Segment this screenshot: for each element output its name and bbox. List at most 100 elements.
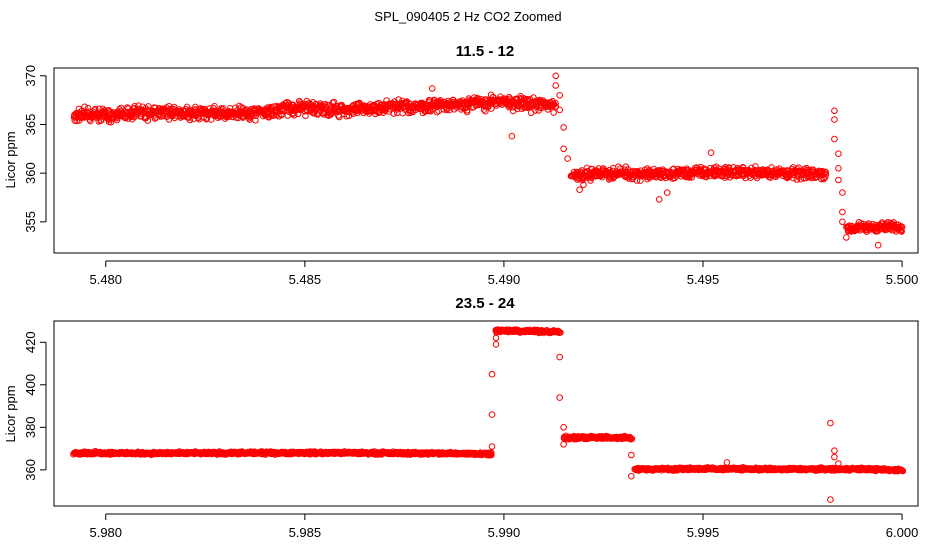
data-points-bottom: [70, 326, 907, 503]
data-point: [354, 109, 361, 117]
data-point: [552, 103, 560, 110]
outlier-point: [835, 165, 842, 172]
data-point: [587, 177, 594, 184]
outlier-point: [827, 419, 834, 427]
outlier-point: [428, 85, 436, 92]
x-tick-label: 5.485: [289, 272, 322, 287]
y-axis-label-bottom: Licor ppm: [3, 385, 18, 442]
outlier-point: [560, 441, 567, 448]
outlier-point: [508, 132, 516, 140]
outlier-point: [839, 189, 846, 196]
data-point: [345, 112, 353, 119]
data-point: [488, 105, 495, 112]
data-point: [898, 223, 906, 231]
outlier-point: [488, 411, 496, 418]
outlier-point: [831, 135, 838, 143]
outlier-point: [831, 453, 838, 461]
outlier-point: [839, 218, 846, 226]
data-point: [621, 166, 629, 174]
outlier-point: [831, 107, 838, 115]
y-tick-label: 360: [23, 459, 38, 481]
y-tick-label: 370: [23, 65, 38, 87]
data-point: [557, 329, 564, 336]
data-point: [488, 449, 495, 457]
outlier-point: [580, 181, 587, 189]
outlier-point: [835, 150, 842, 157]
outlier-point: [552, 72, 560, 80]
data-point: [897, 223, 905, 230]
data-point: [203, 115, 211, 122]
series-segment-top-1: [70, 91, 560, 126]
data-point: [633, 177, 641, 184]
outlier-points-top: [428, 72, 882, 249]
outlier-point: [663, 189, 671, 196]
figure-title: SPL_090405 2 Hz CO2 Zoomed: [374, 9, 561, 24]
y-tick-label: 380: [23, 416, 38, 438]
plot-frame-top: [53, 67, 919, 254]
data-point: [532, 107, 539, 114]
data-point: [278, 110, 286, 118]
outlier-point: [488, 443, 496, 450]
data-point: [252, 117, 259, 124]
data-point: [822, 171, 830, 178]
outlier-point: [556, 92, 564, 99]
series-segment-top-2: [567, 163, 830, 184]
y-tick-label: 360: [23, 162, 38, 184]
data-point: [394, 100, 402, 108]
outlier-point: [843, 234, 850, 241]
outlier-point: [556, 106, 564, 114]
outlier-point: [560, 145, 567, 153]
outlier-point: [874, 241, 882, 249]
series-segment-bottom-1: [70, 447, 495, 459]
outlier-point: [576, 186, 583, 193]
y-tick-label: 365: [23, 114, 38, 136]
axes-bottom: 5.980 5.985 5.990 5.995 6.000 360 380 400 420: [23, 320, 919, 540]
series-segment-bottom-4: [631, 464, 907, 475]
outlier-point: [723, 459, 731, 466]
outlier-points-bottom: [488, 334, 842, 503]
y-axis-label-top: Licor ppm: [3, 131, 18, 188]
outlier-point: [552, 82, 560, 89]
data-point: [615, 163, 622, 170]
x-tick-label: 6.000: [886, 525, 919, 540]
data-point: [335, 113, 343, 121]
x-tick-label: 5.500: [886, 272, 919, 287]
data-point: [117, 104, 125, 112]
outlier-point: [560, 424, 567, 431]
x-tick-label: 5.490: [488, 272, 521, 287]
outlier-point: [492, 341, 500, 348]
data-point: [899, 467, 907, 475]
panel-title-bottom: 23.5 - 24: [455, 295, 515, 312]
data-point: [236, 102, 243, 110]
outlier-point: [835, 460, 842, 467]
outlier-point: [827, 496, 834, 503]
data-point: [517, 92, 524, 100]
x-tick-label: 5.980: [89, 525, 122, 540]
data-point: [482, 107, 489, 115]
data-point: [897, 466, 905, 474]
data-point: [116, 106, 123, 113]
panel-title-top: 11.5 - 12: [456, 43, 514, 60]
outlier-point: [492, 334, 500, 342]
series-segment-bottom-2: [492, 326, 564, 337]
x-tick-label: 5.985: [289, 525, 322, 540]
outlier-point: [835, 176, 842, 184]
outlier-point: [488, 370, 496, 378]
series-segment-top-3: [843, 219, 906, 235]
outlier-point: [556, 353, 564, 361]
x-tick-label: 5.495: [687, 272, 720, 287]
outlier-point: [831, 447, 838, 455]
data-point: [550, 109, 557, 116]
data-point: [688, 174, 696, 181]
plot-frame-bottom: [53, 320, 919, 507]
y-tick-label: 355: [23, 211, 38, 233]
outlier-point: [839, 208, 846, 216]
axes-top: 5.480 5.485 5.490 5.495 5.500 355 360 365 370: [23, 65, 919, 287]
y-tick-label: 420: [23, 331, 38, 353]
outlier-point: [556, 394, 564, 401]
data-point: [729, 172, 737, 179]
x-tick-label: 5.480: [89, 272, 122, 287]
data-point: [195, 115, 203, 123]
